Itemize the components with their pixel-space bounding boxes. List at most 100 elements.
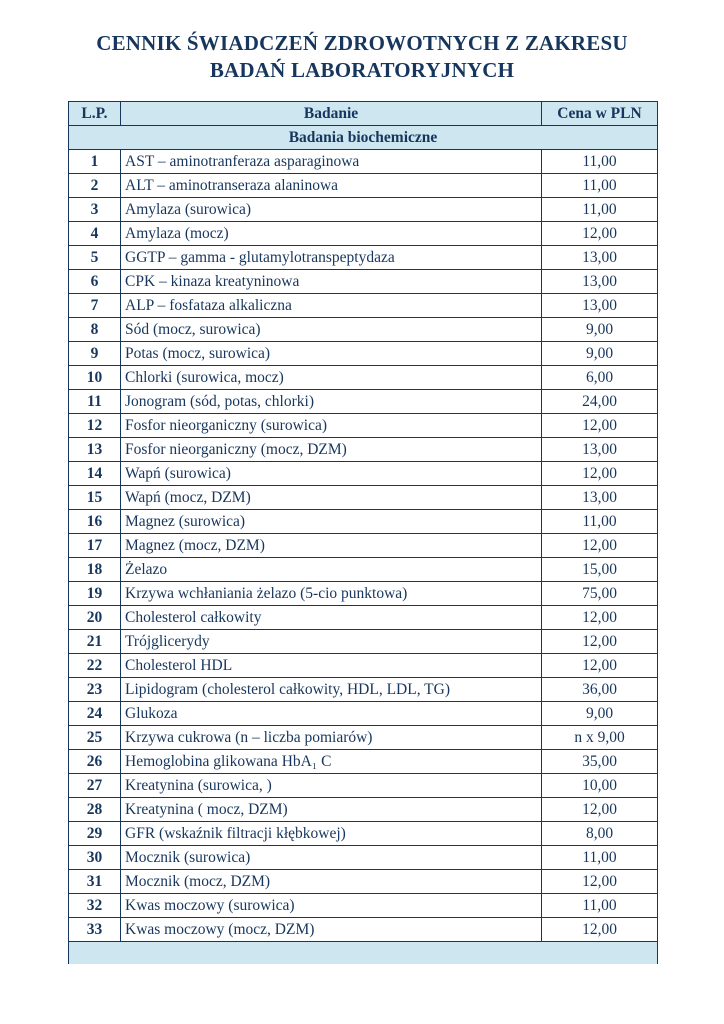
test-name: Lipidogram (cholesterol całkowity, HDL, …	[120, 677, 542, 702]
table-body: 1 AST – aminotranferaza asparaginowa 11,00…	[68, 149, 658, 942]
table-row: 24 Glukoza 9,00	[68, 701, 658, 726]
test-name: Amylaza (mocz)	[120, 221, 542, 246]
table-row: 17 Magnez (mocz, DZM) 12,00	[68, 533, 658, 558]
section-header-row: Badania biochemiczne	[68, 125, 658, 150]
row-number: 5	[68, 245, 121, 270]
table-row: 5 GGTP – gamma - glutamylotranspeptydaza 1…	[68, 245, 658, 270]
test-name: Fosfor nieorganiczny (mocz, DZM)	[120, 437, 542, 462]
table-row: 15 Wapń (mocz, DZM) 13,00	[68, 485, 658, 510]
row-number: 2	[68, 173, 121, 198]
table-row: 7 ALP – fosfataza alkaliczna 13,00	[68, 293, 658, 318]
table-row: 29 GFR (wskaźnik filtracji kłębkowej) 8,00	[68, 821, 658, 846]
table-row: 25 Krzywa cukrowa (n – liczba pomiarów) n …	[68, 725, 658, 750]
table-row: 27 Kreatynina (surowica, ) 10,00	[68, 773, 658, 798]
test-name: GFR (wskaźnik filtracji kłębkowej)	[120, 821, 542, 846]
header-lp: L.P.	[68, 101, 121, 126]
row-number: 22	[68, 653, 121, 678]
row-number: 18	[68, 557, 121, 582]
test-name: Trójglicerydy	[120, 629, 542, 654]
row-number: 17	[68, 533, 121, 558]
test-name: GGTP – gamma - glutamylotranspeptydaza	[120, 245, 542, 270]
table-row: 19 Krzywa wchłaniania żelazo (5-cio punkt…	[68, 581, 658, 606]
test-price: 12,00	[541, 221, 658, 246]
table-row: 6 CPK – kinaza kreatyninowa 13,00	[68, 269, 658, 294]
header-badanie: Badanie	[120, 101, 542, 126]
table-row: 32 Kwas moczowy (surowica) 11,00	[68, 893, 658, 918]
test-name: Jonogram (sód, potas, chlorki)	[120, 389, 542, 414]
row-number: 24	[68, 701, 121, 726]
table-row: 20 Cholesterol całkowity 12,00	[68, 605, 658, 630]
test-name: Wapń (surowica)	[120, 461, 542, 486]
table-row: 13 Fosfor nieorganiczny (mocz, DZM) 13,00	[68, 437, 658, 462]
table-row: 16 Magnez (surowica) 11,00	[68, 509, 658, 534]
next-section-partial-row	[68, 941, 658, 964]
test-name: ALT – aminotranseraza alaninowa	[120, 173, 542, 198]
test-name: Cholesterol całkowity	[120, 605, 542, 630]
test-name: ALP – fosfataza alkaliczna	[120, 293, 542, 318]
row-number: 28	[68, 797, 121, 822]
test-name: Mocznik (mocz, DZM)	[120, 869, 542, 894]
table-row: 22 Cholesterol HDL 12,00	[68, 653, 658, 678]
test-price: 75,00	[541, 581, 658, 606]
row-number: 32	[68, 893, 121, 918]
test-price: 12,00	[541, 533, 658, 558]
test-name: Wapń (mocz, DZM)	[120, 485, 542, 510]
test-name: Fosfor nieorganiczny (surowica)	[120, 413, 542, 438]
test-price: 11,00	[541, 197, 658, 222]
test-price: 13,00	[541, 485, 658, 510]
row-number: 23	[68, 677, 121, 702]
table-row: 3 Amylaza (surowica) 11,00	[68, 197, 658, 222]
row-number: 16	[68, 509, 121, 534]
test-price: 35,00	[541, 749, 658, 774]
table-row: 9 Potas (mocz, surowica) 9,00	[68, 341, 658, 366]
test-price: 13,00	[541, 245, 658, 270]
row-number: 7	[68, 293, 121, 318]
row-number: 15	[68, 485, 121, 510]
table-row: 1 AST – aminotranferaza asparaginowa 11,00	[68, 149, 658, 174]
test-price: 24,00	[541, 389, 658, 414]
row-number: 30	[68, 845, 121, 870]
header-cena: Cena w PLN	[541, 101, 658, 126]
test-name: Kreatynina ( mocz, DZM)	[120, 797, 542, 822]
table-row: 4 Amylaza (mocz) 12,00	[68, 221, 658, 246]
row-number: 4	[68, 221, 121, 246]
table-row: 14 Wapń (surowica) 12,00	[68, 461, 658, 486]
test-price: 12,00	[541, 917, 658, 942]
test-price: 12,00	[541, 869, 658, 894]
row-number: 13	[68, 437, 121, 462]
test-name: CPK – kinaza kreatyninowa	[120, 269, 542, 294]
row-number: 29	[68, 821, 121, 846]
table-row: 2 ALT – aminotranseraza alaninowa 11,00	[68, 173, 658, 198]
row-number: 20	[68, 605, 121, 630]
table-row: 21 Trójglicerydy 12,00	[68, 629, 658, 654]
test-price: 13,00	[541, 293, 658, 318]
test-price: 12,00	[541, 629, 658, 654]
test-price: 12,00	[541, 461, 658, 486]
row-number: 8	[68, 317, 121, 342]
test-name: Magnez (surowica)	[120, 509, 542, 534]
test-price: 11,00	[541, 173, 658, 198]
row-number: 21	[68, 629, 121, 654]
test-price: 12,00	[541, 653, 658, 678]
table-row: 31 Mocznik (mocz, DZM) 12,00	[68, 869, 658, 894]
row-number: 12	[68, 413, 121, 438]
test-price: 11,00	[541, 845, 658, 870]
test-name: Krzywa wchłaniania żelazo (5-cio punktow…	[120, 581, 542, 606]
test-price: 6,00	[541, 365, 658, 390]
test-price: 8,00	[541, 821, 658, 846]
price-table: L.P. Badanie Cena w PLN Badania biochemi…	[68, 101, 658, 964]
table-row: 26 Hemoglobina glikowana HbA₁ C 35,00	[68, 749, 658, 774]
test-name: Mocznik (surowica)	[120, 845, 542, 870]
section-title: Badania biochemiczne	[68, 125, 658, 150]
next-section-partial	[68, 941, 658, 964]
table-row: 28 Kreatynina ( mocz, DZM) 12,00	[68, 797, 658, 822]
test-price: n x 9,00	[541, 725, 658, 750]
table-row: 30 Mocznik (surowica) 11,00	[68, 845, 658, 870]
test-price: 13,00	[541, 437, 658, 462]
test-name: Amylaza (surowica)	[120, 197, 542, 222]
row-number: 3	[68, 197, 121, 222]
test-price: 12,00	[541, 605, 658, 630]
table-row: 8 Sód (mocz, surowica) 9,00	[68, 317, 658, 342]
test-name: Krzywa cukrowa (n – liczba pomiarów)	[120, 725, 542, 750]
